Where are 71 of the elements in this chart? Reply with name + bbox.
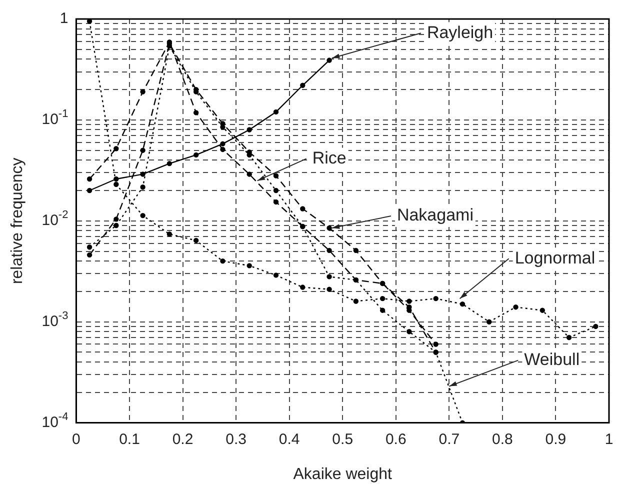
point (114, 216, 119, 222)
point (380, 308, 386, 313)
point (273, 188, 279, 194)
point (86, 252, 92, 258)
point (273, 199, 279, 205)
point (433, 342, 438, 347)
x-tick-label: 0.4 (278, 430, 300, 448)
point (140, 172, 146, 177)
point (300, 284, 306, 290)
point (246, 172, 252, 177)
point (513, 304, 518, 310)
point (326, 225, 332, 231)
point (273, 109, 279, 115)
point (114, 146, 119, 152)
point (114, 182, 119, 187)
point (326, 286, 332, 292)
point (246, 127, 252, 132)
point (86, 188, 92, 194)
annotation: Rice (312, 148, 346, 168)
point (353, 298, 359, 304)
point (86, 244, 92, 250)
y-tick-label: 1 (60, 10, 68, 28)
point (193, 152, 199, 158)
point (220, 258, 226, 264)
point (246, 263, 252, 268)
annotation: Rayleigh (426, 22, 494, 42)
x-tick-label: 0.2 (172, 430, 194, 448)
point (166, 160, 172, 166)
x-tick-label: 0.3 (226, 430, 246, 448)
point (140, 89, 146, 94)
point (300, 82, 306, 88)
point (460, 301, 466, 307)
point (326, 58, 332, 63)
x-tick-label: 0.6 (385, 430, 406, 448)
point (140, 212, 146, 218)
point (114, 176, 119, 182)
point (326, 248, 332, 254)
point (406, 298, 412, 304)
point (273, 272, 279, 278)
x-tick-label: 0.8 (492, 430, 513, 448)
point (593, 324, 598, 330)
point (273, 173, 279, 178)
x-tick-label: 0.1 (119, 430, 140, 448)
y-axis-title: relative frequency (9, 158, 26, 284)
point (300, 206, 306, 212)
annotation: Weibull (524, 350, 580, 369)
point (140, 148, 146, 153)
point (326, 274, 332, 280)
point (406, 329, 412, 334)
x-tick-label: 0.5 (332, 430, 354, 448)
x-tick-label: 0.9 (545, 430, 566, 448)
point (140, 184, 146, 190)
x-tick-label: 1 (604, 430, 614, 448)
point (166, 232, 172, 237)
x-tick-label: 0 (72, 430, 80, 448)
point (433, 296, 438, 302)
annotation: Lognormal (514, 248, 596, 268)
x-tick-label: 0.7 (438, 430, 460, 448)
point (193, 110, 199, 116)
x-axis-title: Akaike weight (293, 466, 393, 483)
point (540, 308, 545, 313)
point (114, 222, 119, 228)
point (193, 238, 199, 244)
point (220, 141, 226, 146)
point (353, 248, 359, 254)
point (86, 176, 92, 182)
point (380, 296, 386, 302)
point (220, 146, 226, 152)
point (566, 334, 572, 340)
point (486, 319, 492, 324)
annotation: Nakagami (396, 206, 474, 225)
